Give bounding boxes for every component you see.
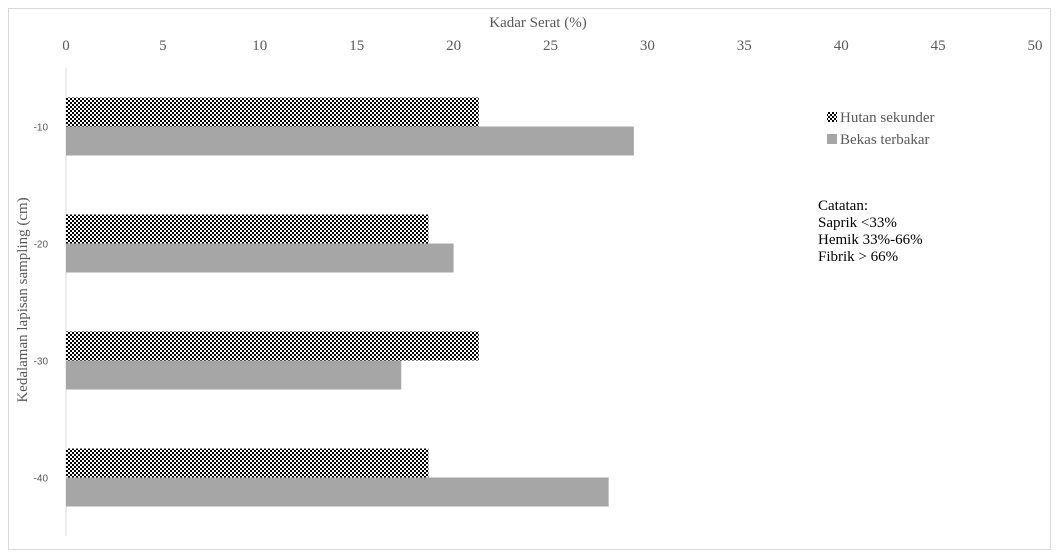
x-tick-label: 15 — [349, 38, 364, 54]
x-tick-label: 30 — [640, 38, 655, 54]
bar-bekas-terbakar — [66, 360, 402, 390]
legend-label: Hutan sekunder — [840, 110, 935, 126]
legend-swatch — [827, 134, 837, 144]
note-line-saprik: Saprik <33% — [818, 215, 897, 231]
bar-bekas-terbakar — [66, 126, 634, 156]
note-heading: Catatan: — [818, 198, 868, 214]
bar-bekas-terbakar — [66, 477, 609, 507]
x-tick-label: 25 — [543, 38, 558, 54]
bar-bekas-terbakar — [66, 243, 454, 273]
x-tick-label: 0 — [62, 38, 70, 54]
x-axis-title: Kadar Serat (%) — [489, 15, 586, 31]
note-line-fibrik: Fibrik > 66% — [818, 249, 899, 265]
x-tick-label: 20 — [446, 38, 461, 54]
y-category-label: -20 — [34, 240, 49, 251]
x-tick-label: 5 — [159, 38, 167, 54]
y-category-label: -10 — [34, 123, 49, 134]
x-tick-label: 35 — [737, 38, 752, 54]
x-tick-label: 50 — [1028, 38, 1043, 54]
y-category-label: -30 — [34, 357, 49, 368]
x-tick-label: 40 — [834, 38, 849, 54]
bar-hutan-sekunder — [66, 97, 479, 127]
note-box: Catatan: Saprik <33% Hemik 33%-66% Fibri… — [818, 198, 923, 266]
x-tick-label: 10 — [252, 38, 267, 54]
y-axis-title: Kedalaman lapisan sampling (cm) — [15, 197, 31, 402]
legend-label: Bekas terbakar — [840, 132, 930, 148]
y-category-label: -40 — [34, 474, 49, 485]
bar-hutan-sekunder — [66, 448, 429, 478]
bar-hutan-sekunder — [66, 331, 479, 361]
note-line-hemik: Hemik 33%-66% — [818, 232, 923, 248]
bar-hutan-sekunder — [66, 214, 429, 244]
legend-swatch — [827, 112, 837, 122]
x-tick-label: 45 — [931, 38, 946, 54]
